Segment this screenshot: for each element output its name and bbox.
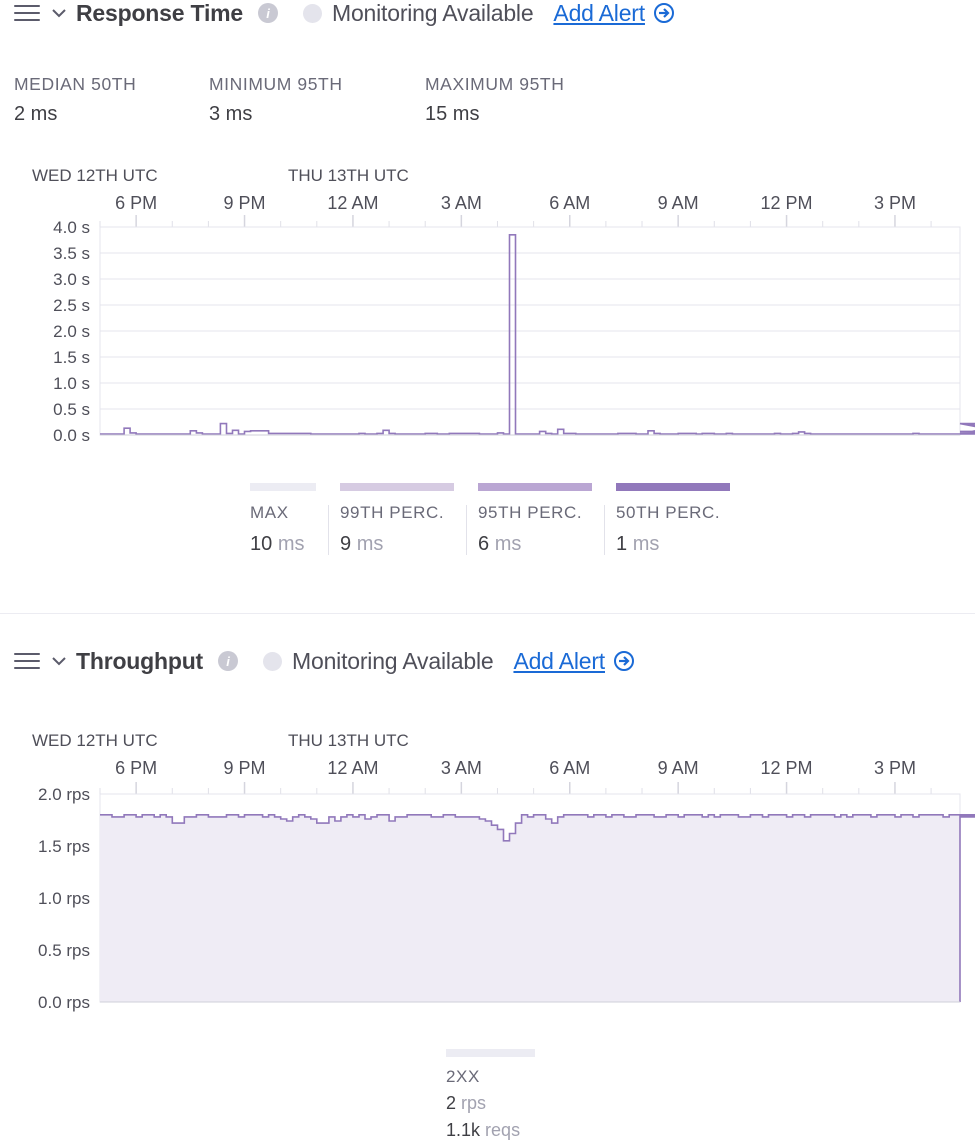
monitoring-status-dot [302,3,322,23]
legend-separator [328,505,329,555]
legend-item-50th[interactable]: 50TH PERC. 1 ms [616,483,730,556]
response-time-header: Response Time i Monitoring Available Add… [0,0,675,26]
throughput-legend: 2XX 2 rps 1.1k reqs [446,1049,646,1145]
x-tick-label: 12 AM [327,758,378,778]
date-label: WED 12TH UTC [32,166,158,185]
legend-value: 10 ms [250,533,305,555]
date-label: WED 12TH UTC [32,731,158,750]
legend-swatch [250,483,316,491]
x-tick-label: 3 AM [441,758,482,778]
svg-text:i: i [226,654,230,669]
svg-text:i: i [266,6,270,21]
x-tick-label: 6 AM [549,193,590,213]
response-time-legend: MAX 10 ms 99TH PERC. 9 ms 95TH PERC. 6 m… [250,483,750,563]
hamburger-menu-icon[interactable] [14,5,40,21]
stat-value: 3 ms [209,103,253,125]
y-tick-label: 3.5 s [53,244,90,263]
y-tick-label: 0.0 s [53,426,90,445]
y-tick-label: 3.0 s [53,270,90,289]
add-alert-link[interactable]: Add Alert [553,0,645,26]
legend-item-95th[interactable]: 95TH PERC. 6 ms [478,483,592,556]
hamburger-menu-icon[interactable] [14,653,40,669]
legend-swatch [446,1049,535,1057]
x-tick-label: 9 PM [224,193,266,213]
x-tick-label: 12 PM [761,758,813,778]
y-tick-label: 1.5 rps [38,837,90,856]
panel-title: Throughput [76,647,204,674]
x-tick-label: 3 AM [441,193,482,213]
legend-value: 1 ms [616,533,660,555]
x-tick-label: 9 AM [658,193,699,213]
y-tick-label: 2.0 s [53,322,90,341]
throughput-header: Throughput i Monitoring Available Add Al… [0,648,635,674]
y-tick-label: 1.0 rps [38,889,90,908]
series-line [100,814,975,842]
legend-item-max[interactable]: MAX 10 ms [250,483,316,556]
monitoring-status-dot [263,651,283,671]
x-tick-label: 12 AM [327,193,378,213]
legend-value: 9 ms [340,533,384,555]
y-tick-label: 0.5 s [53,400,90,419]
stat-label: MAXIMUM 95TH [425,74,565,94]
stat-maximum: MAXIMUM 95TH 15 ms [425,74,564,126]
y-tick-label: 2.5 s [53,296,90,315]
panel-divider [0,613,975,614]
legend-label: MAX [250,503,289,522]
x-tick-label: 9 PM [224,758,266,778]
legend-swatch [478,483,592,491]
response-time-chart[interactable]: WED 12TH UTC THU 13TH UTC 6 PM 9 PM 12 AM 3 A… [0,155,975,455]
legend-label: 99TH PERC. [340,503,445,522]
x-tick-label: 12 PM [761,193,813,213]
stat-median: MEDIAN 50TH 2 ms [14,74,136,126]
x-tick-label: 3 PM [874,758,916,778]
date-label: THU 13TH UTC [288,166,409,185]
arrow-right-circle-icon[interactable] [653,2,675,24]
y-tick-label: 0.0 rps [38,993,90,1012]
series-area [100,814,975,1002]
arrow-right-circle-icon[interactable] [613,650,635,672]
stat-value: 2 ms [14,103,58,125]
stat-minimum: MINIMUM 95TH 3 ms [209,74,343,126]
legend-separator [604,505,605,555]
y-tick-label: 1.0 s [53,374,90,393]
stat-value: 15 ms [425,103,480,125]
legend-swatch [340,483,454,491]
x-tick-label: 9 AM [658,758,699,778]
chevron-down-icon[interactable] [52,654,66,668]
series-line [100,234,975,435]
monitoring-status-text: Monitoring Available [292,647,494,674]
monitoring-status-text: Monitoring Available [331,0,534,26]
y-tick-label: 1.5 s [53,348,90,367]
x-tick-label: 3 PM [874,193,916,213]
legend-value: 6 ms [478,533,522,555]
panel-title: Response Time [76,0,243,26]
legend-value-rate: 2 rps [446,1093,487,1113]
legend-value-requests: 1.1k reqs [446,1120,521,1140]
chevron-down-icon[interactable] [52,6,66,20]
legend-separator [466,505,467,555]
throughput-chart[interactable]: WED 12TH UTC THU 13TH UTC 6 PM 9 PM 12 AM 3 A… [0,720,975,1020]
add-alert-link[interactable]: Add Alert [513,647,605,674]
y-tick-label: 4.0 s [53,218,90,237]
legend-label: 95TH PERC. [478,503,583,522]
stat-label: MINIMUM 95TH [209,74,343,94]
y-tick-label: 2.0 rps [38,785,90,804]
legend-item-99th[interactable]: 99TH PERC. 9 ms [340,483,454,556]
x-tick-label: 6 AM [549,758,590,778]
info-icon[interactable]: i [257,2,279,24]
legend-item-2xx[interactable]: 2XX 2 rps 1.1k reqs [446,1049,535,1141]
x-tick-label: 6 PM [115,193,157,213]
date-label: THU 13TH UTC [288,731,409,750]
x-tick-label: 6 PM [115,758,157,778]
legend-label: 2XX [446,1067,480,1086]
y-tick-label: 0.5 rps [38,941,90,960]
info-icon[interactable]: i [217,650,239,672]
legend-label: 50TH PERC. [616,503,721,522]
stat-label: MEDIAN 50TH [14,74,137,94]
legend-swatch [616,483,730,491]
